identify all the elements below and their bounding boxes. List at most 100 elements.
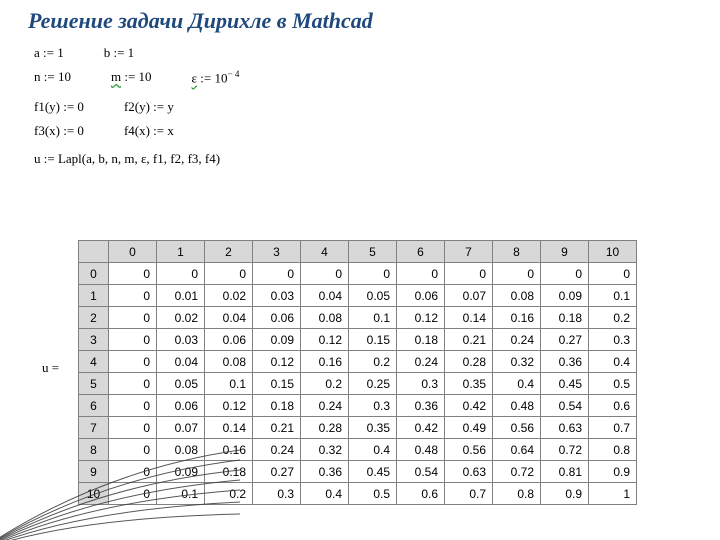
matrix-row: 500.050.10.150.20.250.30.350.40.450.5 bbox=[79, 373, 637, 395]
matrix-cell: 0 bbox=[445, 263, 493, 285]
matrix-col-header: 0 bbox=[109, 241, 157, 263]
matrix-row-header: 8 bbox=[79, 439, 109, 461]
matrix-cell: 0.16 bbox=[301, 351, 349, 373]
matrix-wrap: 012345678910 000000000000100.010.020.030… bbox=[78, 240, 637, 505]
matrix-cell: 0.8 bbox=[493, 483, 541, 505]
matrix-row: 200.020.040.060.080.10.120.140.160.180.2 bbox=[79, 307, 637, 329]
matrix-cell: 0 bbox=[109, 285, 157, 307]
matrix-col-header: 1 bbox=[157, 241, 205, 263]
matrix-cell: 0.5 bbox=[349, 483, 397, 505]
u-equals-label: u = bbox=[42, 360, 59, 376]
matrix-cell: 0.06 bbox=[253, 307, 301, 329]
matrix-cell: 0.32 bbox=[493, 351, 541, 373]
matrix-cell: 0.07 bbox=[157, 417, 205, 439]
matrix-cell: 0.63 bbox=[445, 461, 493, 483]
matrix-header-row: 012345678910 bbox=[79, 241, 637, 263]
matrix-row-header: 5 bbox=[79, 373, 109, 395]
matrix-cell: 0.06 bbox=[157, 395, 205, 417]
matrix-cell: 0.3 bbox=[253, 483, 301, 505]
def-m: m := 10 bbox=[111, 68, 152, 88]
matrix-cell: 0.2 bbox=[589, 307, 637, 329]
matrix-cell: 0.01 bbox=[157, 285, 205, 307]
matrix-cell: 0.35 bbox=[349, 417, 397, 439]
matrix-cell: 0.24 bbox=[397, 351, 445, 373]
matrix-cell: 0.1 bbox=[157, 483, 205, 505]
matrix-body: 000000000000100.010.020.030.040.050.060.… bbox=[79, 263, 637, 505]
matrix-cell: 0.36 bbox=[541, 351, 589, 373]
matrix-cell: 0 bbox=[157, 263, 205, 285]
matrix-row-header: 2 bbox=[79, 307, 109, 329]
matrix-cell: 0.15 bbox=[253, 373, 301, 395]
matrix-cell: 0.72 bbox=[541, 439, 589, 461]
matrix-cell: 0.48 bbox=[493, 395, 541, 417]
matrix-cell: 0.14 bbox=[445, 307, 493, 329]
matrix-cell: 0.28 bbox=[445, 351, 493, 373]
def-f2: f2(y) := y bbox=[124, 98, 174, 116]
matrix-row-header: 1 bbox=[79, 285, 109, 307]
matrix-cell: 0.27 bbox=[541, 329, 589, 351]
matrix-cell: 0.03 bbox=[253, 285, 301, 307]
matrix-cell: 0.54 bbox=[541, 395, 589, 417]
matrix-cell: 0 bbox=[109, 263, 157, 285]
matrix-cell: 0.2 bbox=[205, 483, 253, 505]
matrix-cell: 0.12 bbox=[301, 329, 349, 351]
matrix-col-header: 3 bbox=[253, 241, 301, 263]
matrix-cell: 0 bbox=[301, 263, 349, 285]
matrix-cell: 0.9 bbox=[541, 483, 589, 505]
matrix-cell: 0 bbox=[541, 263, 589, 285]
matrix-cell: 0.12 bbox=[397, 307, 445, 329]
matrix-cell: 0.4 bbox=[493, 373, 541, 395]
matrix-corner bbox=[79, 241, 109, 263]
matrix-row: 700.070.140.210.280.350.420.490.560.630.… bbox=[79, 417, 637, 439]
matrix-cell: 0.3 bbox=[589, 329, 637, 351]
matrix-row-header: 6 bbox=[79, 395, 109, 417]
matrix-row: 400.040.080.120.160.20.240.280.320.360.4 bbox=[79, 351, 637, 373]
matrix-col-header: 5 bbox=[349, 241, 397, 263]
matrix-cell: 0.1 bbox=[589, 285, 637, 307]
matrix-cell: 0.18 bbox=[397, 329, 445, 351]
matrix-cell: 0.45 bbox=[349, 461, 397, 483]
matrix-cell: 0.08 bbox=[205, 351, 253, 373]
definitions-block: a := 1 b := 1 n := 10 m := 10 ε := 10− 4… bbox=[34, 44, 239, 174]
page-title: Решение задачи Дирихле в Mathcad bbox=[28, 8, 373, 34]
matrix-cell: 0.09 bbox=[541, 285, 589, 307]
matrix-cell: 0.72 bbox=[493, 461, 541, 483]
u-matrix-table: 012345678910 000000000000100.010.020.030… bbox=[78, 240, 637, 505]
matrix-cell: 0.06 bbox=[205, 329, 253, 351]
matrix-cell: 0 bbox=[109, 483, 157, 505]
matrix-cell: 0.08 bbox=[157, 439, 205, 461]
def-a: a := 1 bbox=[34, 44, 64, 62]
matrix-cell: 0.05 bbox=[157, 373, 205, 395]
matrix-cell: 0.56 bbox=[493, 417, 541, 439]
matrix-cell: 1 bbox=[589, 483, 637, 505]
matrix-cell: 0.07 bbox=[445, 285, 493, 307]
matrix-cell: 0.16 bbox=[493, 307, 541, 329]
matrix-cell: 0.24 bbox=[493, 329, 541, 351]
matrix-cell: 0.48 bbox=[397, 439, 445, 461]
matrix-cell: 0.09 bbox=[253, 329, 301, 351]
matrix-row-header: 7 bbox=[79, 417, 109, 439]
matrix-cell: 0 bbox=[109, 417, 157, 439]
def-f1: f1(y) := 0 bbox=[34, 98, 84, 116]
matrix-cell: 0.1 bbox=[205, 373, 253, 395]
matrix-cell: 0.24 bbox=[301, 395, 349, 417]
matrix-cell: 0.9 bbox=[589, 461, 637, 483]
matrix-row-header: 4 bbox=[79, 351, 109, 373]
matrix-cell: 0 bbox=[109, 351, 157, 373]
matrix-col-header: 9 bbox=[541, 241, 589, 263]
matrix-row: 600.060.120.180.240.30.360.420.480.540.6 bbox=[79, 395, 637, 417]
matrix-cell: 0.4 bbox=[349, 439, 397, 461]
matrix-cell: 0.02 bbox=[157, 307, 205, 329]
def-n: n := 10 bbox=[34, 68, 71, 88]
matrix-cell: 0.4 bbox=[589, 351, 637, 373]
matrix-col-header: 2 bbox=[205, 241, 253, 263]
matrix-cell: 0.28 bbox=[301, 417, 349, 439]
matrix-cell: 0.63 bbox=[541, 417, 589, 439]
matrix-row-header: 0 bbox=[79, 263, 109, 285]
matrix-cell: 0.45 bbox=[541, 373, 589, 395]
matrix-row-header: 9 bbox=[79, 461, 109, 483]
matrix-cell: 0.56 bbox=[445, 439, 493, 461]
matrix-cell: 0.14 bbox=[205, 417, 253, 439]
matrix-cell: 0.18 bbox=[205, 461, 253, 483]
matrix-cell: 0.09 bbox=[157, 461, 205, 483]
